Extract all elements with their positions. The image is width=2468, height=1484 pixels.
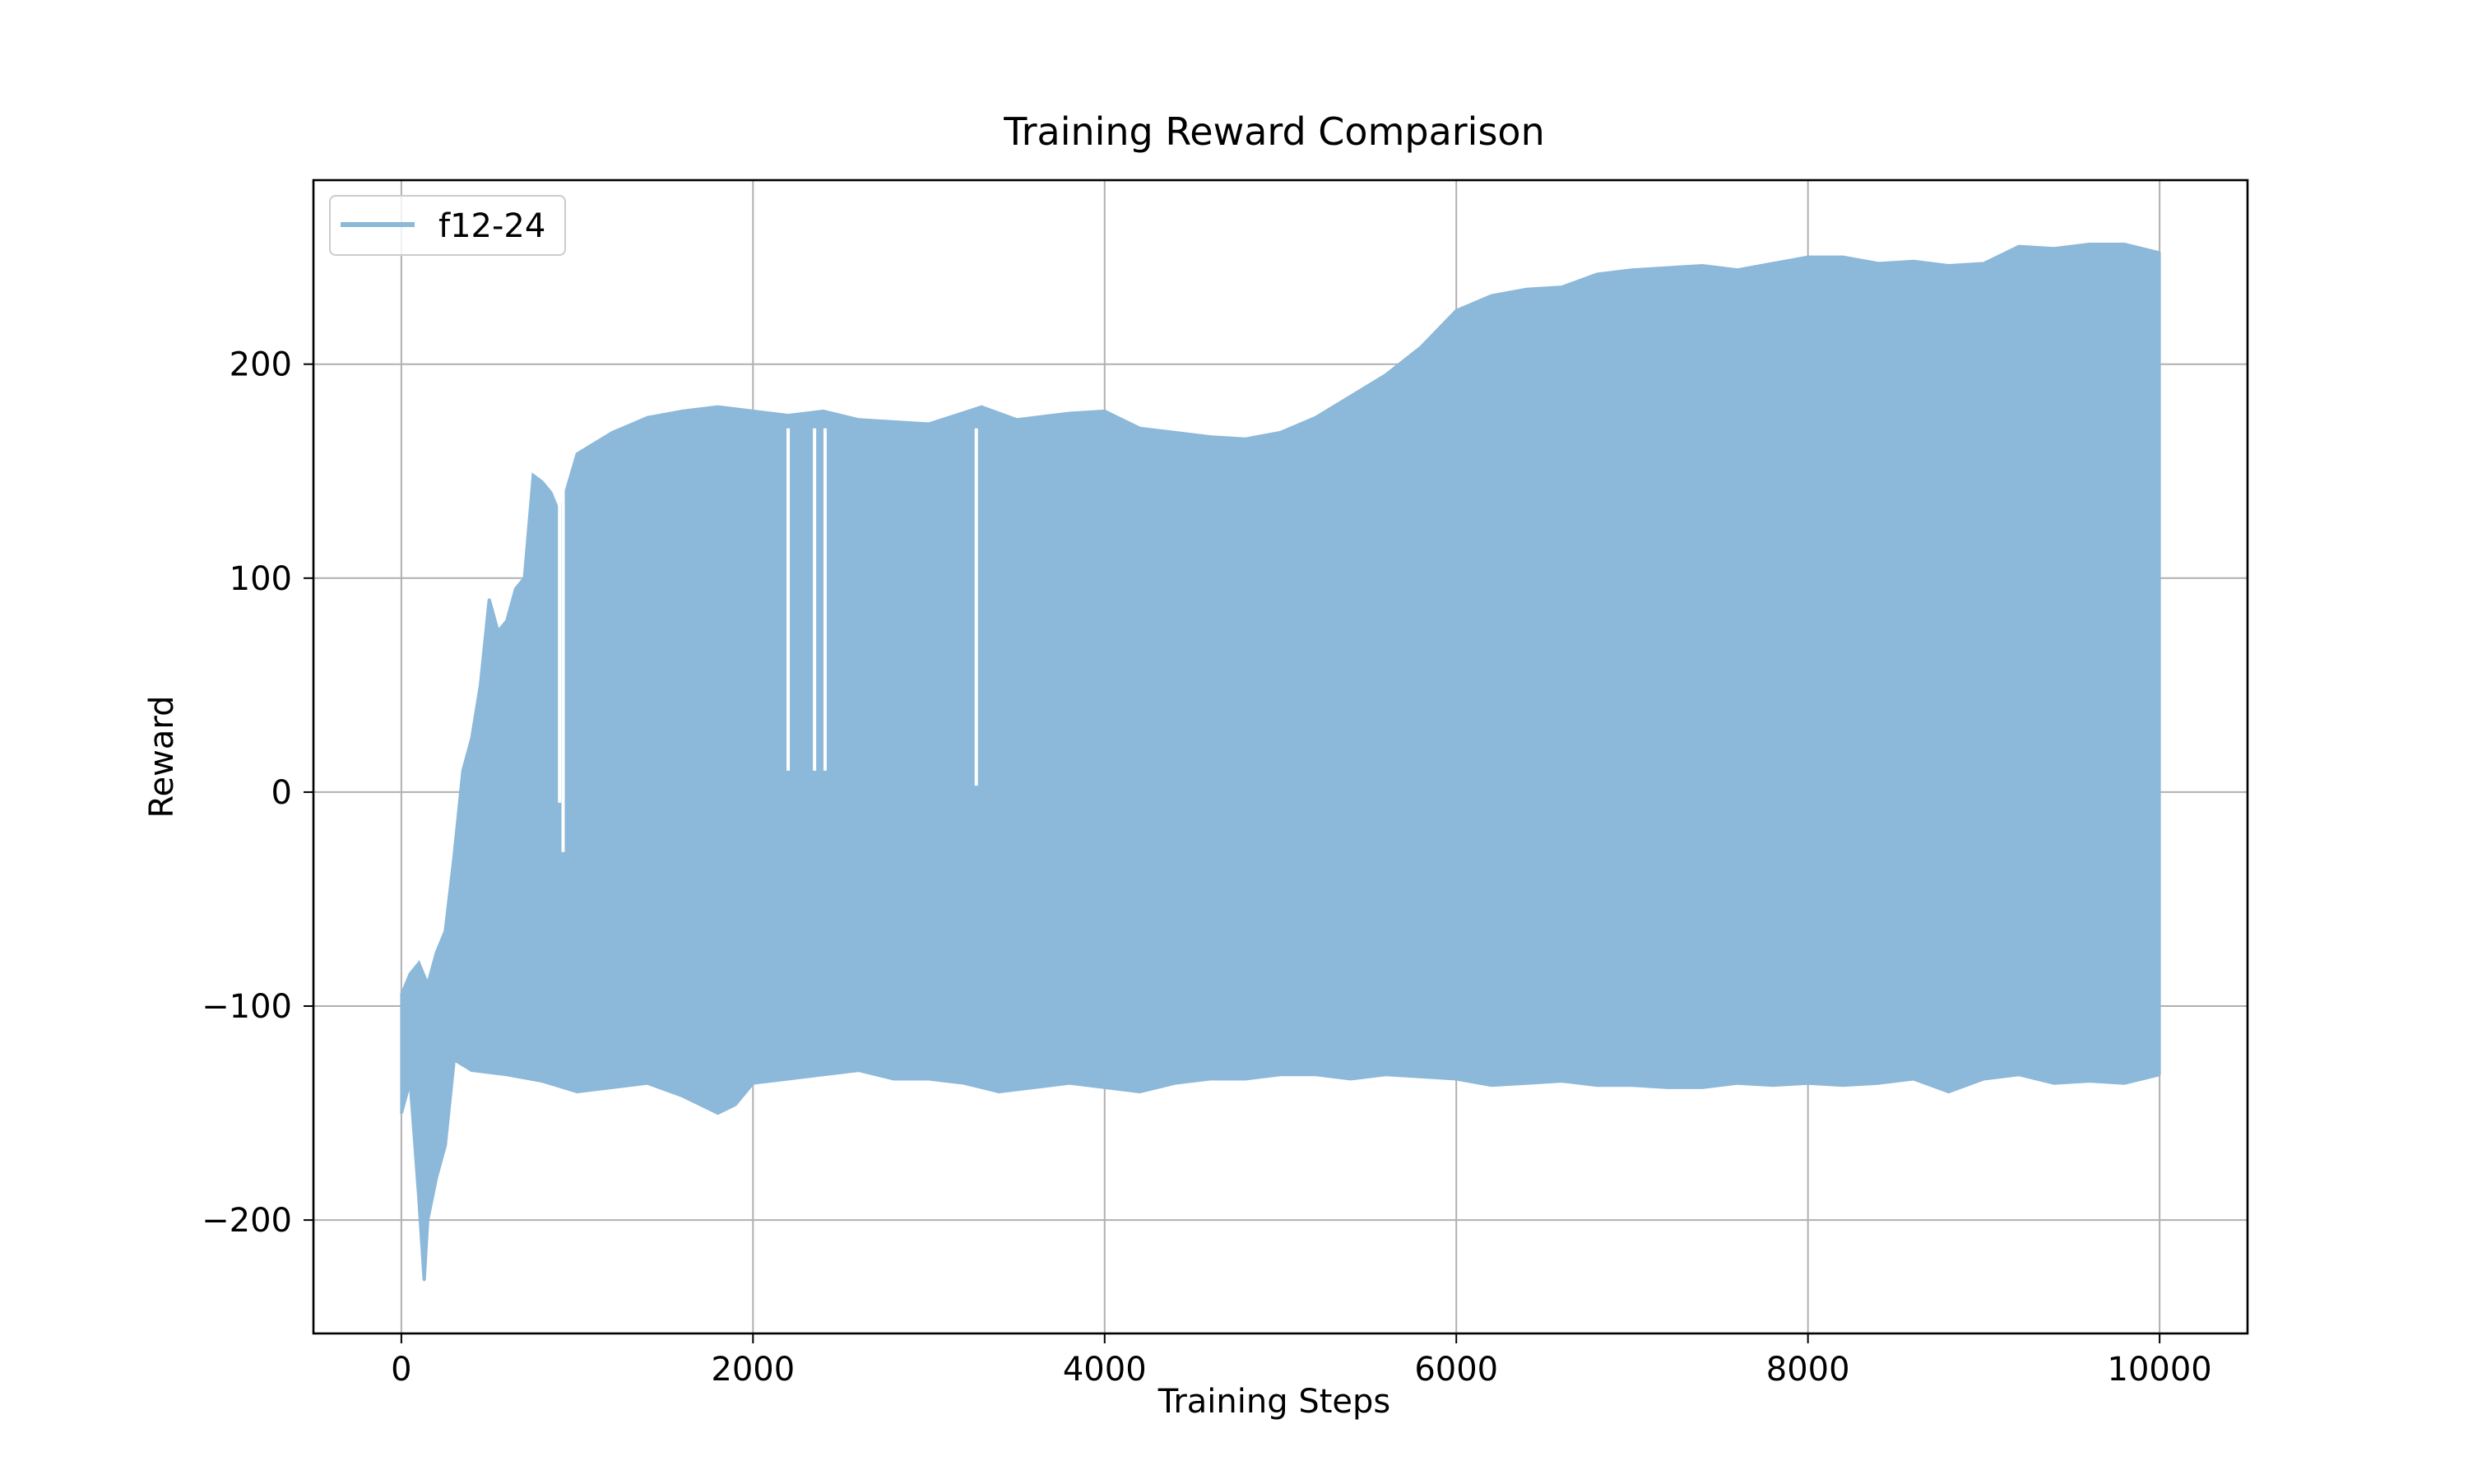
axis-ticks: 0 2000 4000 6000 8000 10000 −200 −100 0 100 200 (202, 346, 2212, 1389)
x-tick-label: 0 (391, 1351, 411, 1389)
x-tick-label: 10000 (2108, 1351, 2212, 1389)
legend-box (329, 195, 566, 256)
series-lower-edge (399, 1056, 2160, 1281)
y-axis-label: Reward (143, 696, 181, 819)
y-tick-label: −200 (202, 1202, 292, 1240)
series-area (399, 243, 2161, 1282)
x-axis-label: Training Steps (1157, 1383, 1390, 1421)
plot-frame (312, 179, 2249, 1335)
legend-label-f12-24: f12-24 (438, 207, 545, 245)
series-upper-edge (400, 243, 2160, 996)
x-tick-label: 6000 (1414, 1351, 1498, 1389)
y-tick-label: 0 (271, 774, 292, 812)
y-tick-label: 100 (230, 560, 292, 598)
x-tick-label: 8000 (1766, 1351, 1850, 1389)
series-f12-24 (399, 243, 2161, 1282)
x-tick-label: 4000 (1063, 1351, 1147, 1389)
legend: f12-24 (329, 195, 566, 256)
chart-title: Training Reward Comparison (1003, 109, 1544, 154)
y-tick-label: −100 (202, 988, 292, 1026)
x-tick-label: 2000 (711, 1351, 795, 1389)
y-tick-label: 200 (230, 346, 292, 384)
